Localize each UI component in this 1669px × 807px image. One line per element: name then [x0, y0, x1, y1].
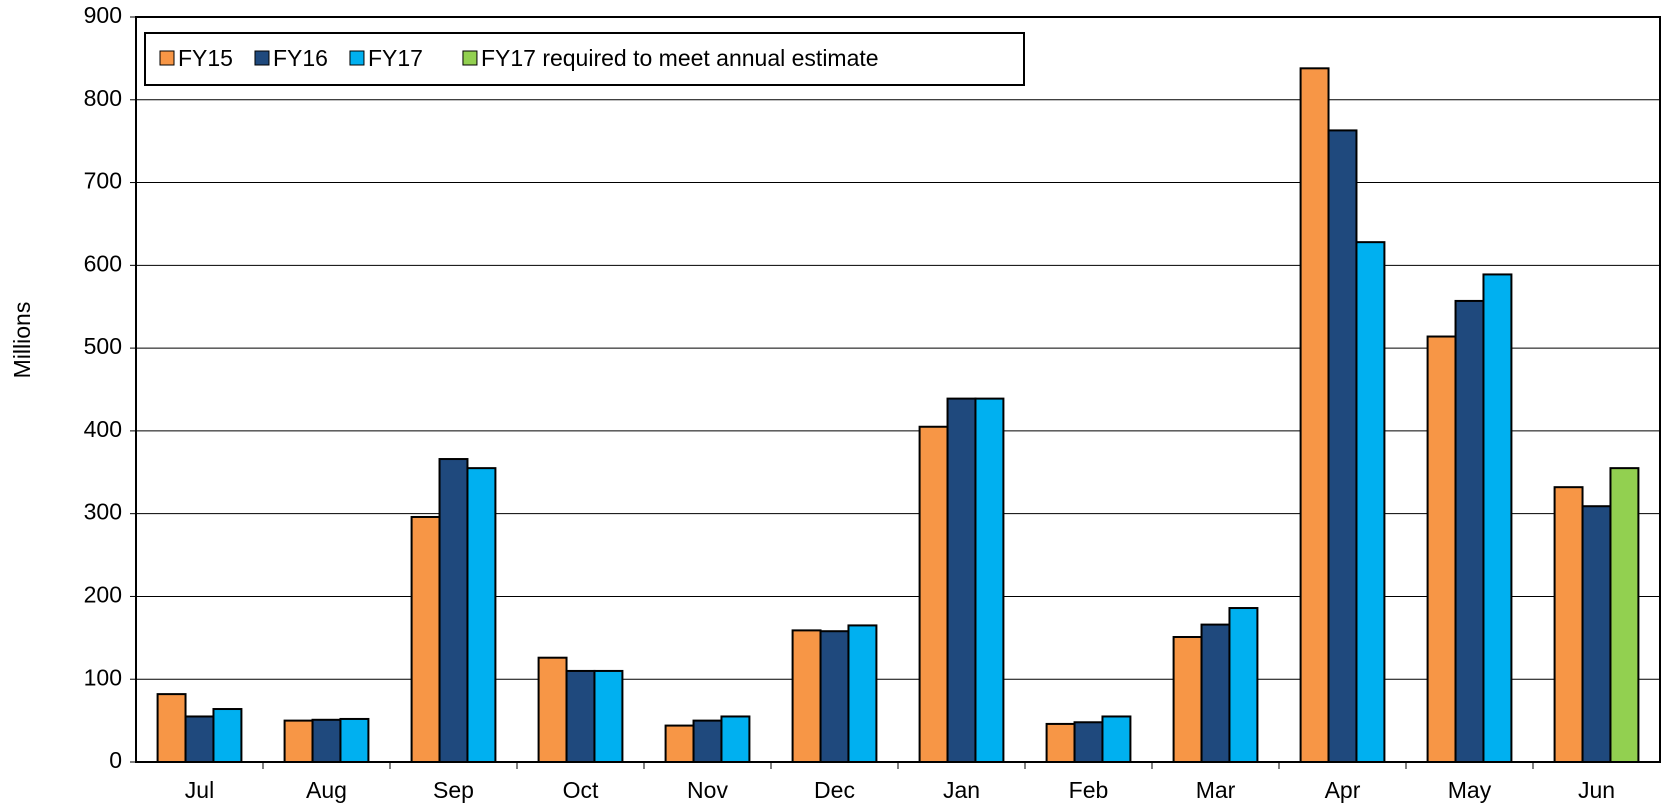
- bar: [1299, 67, 1330, 764]
- bar: [1172, 636, 1203, 763]
- y-tick-label: 100: [84, 664, 122, 690]
- bar: [1045, 722, 1076, 764]
- legend-label: FY15: [178, 45, 233, 71]
- bar: [1228, 607, 1259, 763]
- x-tick-label: Nov: [687, 777, 728, 803]
- x-tick-label: Jul: [185, 777, 214, 803]
- y-tick-label: 700: [84, 168, 122, 194]
- bar: [339, 717, 370, 764]
- bar: [537, 656, 568, 764]
- x-tick-label: May: [1448, 777, 1492, 803]
- bar: [565, 669, 596, 764]
- y-axis-label: Millions: [9, 302, 35, 379]
- bar: [466, 467, 497, 763]
- legend-label: FY17 required to meet annual estimate: [481, 45, 879, 71]
- x-tick-label: Apr: [1325, 777, 1361, 803]
- legend-swatch: [254, 50, 270, 66]
- bar: [819, 630, 850, 764]
- bar: [1327, 129, 1358, 763]
- y-tick-label: 500: [84, 333, 122, 359]
- bar: [1355, 241, 1386, 763]
- bar: [847, 624, 878, 764]
- bar: [410, 515, 441, 763]
- bar: [946, 397, 977, 763]
- y-tick-label: 900: [84, 2, 122, 28]
- y-tick-label: 0: [109, 747, 122, 773]
- x-tick-label: Sep: [433, 777, 474, 803]
- legend-swatch: [462, 50, 478, 66]
- bar: [664, 724, 695, 763]
- x-tick-label: Feb: [1069, 777, 1109, 803]
- x-tick-label: Mar: [1196, 777, 1236, 803]
- bar: [1073, 721, 1104, 763]
- x-tick-label: Jan: [943, 777, 980, 803]
- bar: [1200, 623, 1231, 763]
- legend-label: FY17: [368, 45, 423, 71]
- y-tick-label: 300: [84, 499, 122, 525]
- y-tick-label: 600: [84, 250, 122, 276]
- bar: [1581, 505, 1612, 764]
- x-tick-label: Oct: [563, 777, 599, 803]
- bar: [212, 708, 243, 763]
- bar: [1609, 467, 1640, 763]
- bar: [1426, 335, 1457, 763]
- bar: [791, 629, 822, 764]
- x-tick-label: Aug: [306, 777, 347, 803]
- bar: [1482, 273, 1513, 763]
- bar: [1101, 715, 1132, 764]
- bar: [692, 719, 723, 763]
- bar: [311, 718, 342, 763]
- bar: [593, 669, 624, 764]
- y-tick-label: 800: [84, 85, 122, 111]
- x-tick-label: Jun: [1578, 777, 1615, 803]
- legend-label: FY16: [273, 45, 328, 71]
- legend-swatch: [349, 50, 365, 66]
- bar: [283, 719, 314, 763]
- bar: [1454, 299, 1485, 763]
- y-tick-label: 200: [84, 582, 122, 608]
- bar: [1553, 486, 1584, 763]
- bar: [184, 715, 215, 764]
- bar: [438, 458, 469, 763]
- bar: [720, 715, 751, 764]
- legend-swatch: [159, 50, 175, 66]
- legend-box: [144, 32, 1025, 86]
- bar: [918, 425, 949, 763]
- x-tick-label: Dec: [814, 777, 855, 803]
- y-tick-label: 400: [84, 416, 122, 442]
- bar: [156, 693, 187, 763]
- bar: [974, 397, 1005, 763]
